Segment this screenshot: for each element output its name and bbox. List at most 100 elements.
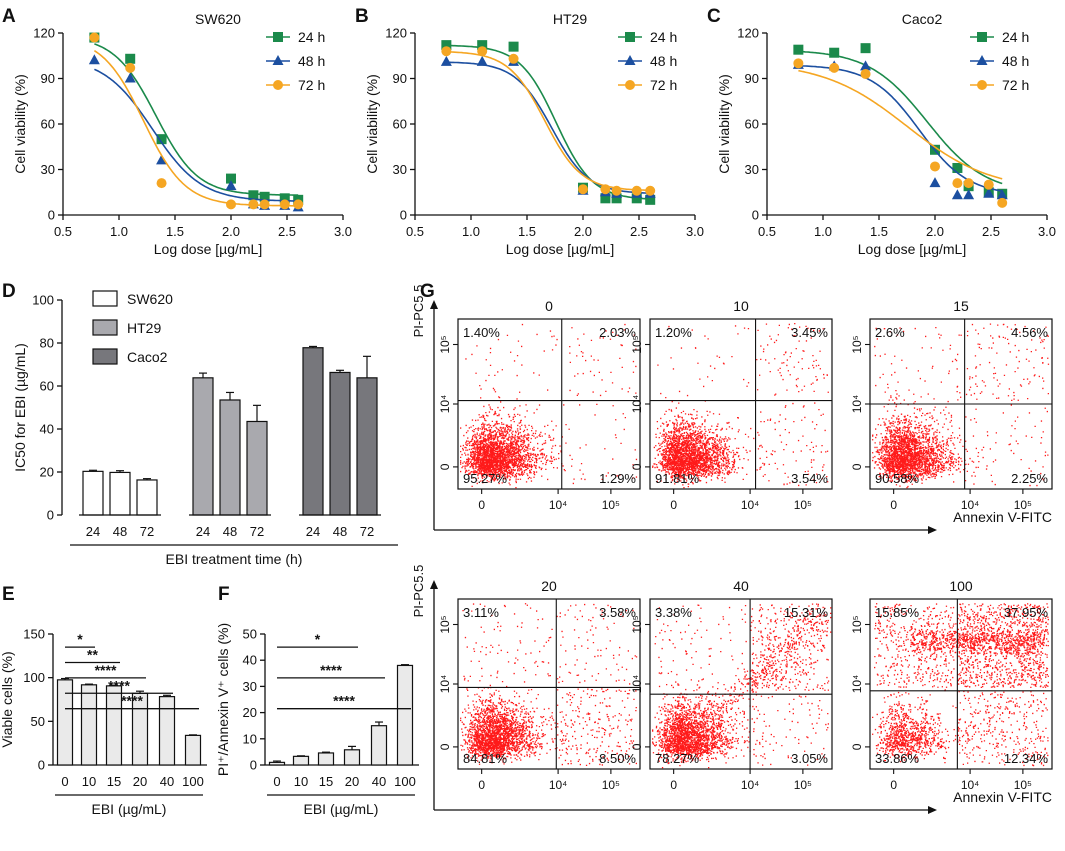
quadrant-ll-percent: 78.27% [655,751,700,766]
fit-curve-24h [798,50,1003,185]
x-tick-label: 0 [670,778,677,792]
viability-bar [317,752,335,766]
y-tick-label: 30 [393,162,407,177]
x-axis-label: Log dose [µg/mL] [506,241,614,257]
y-tick-label: 100 [32,293,54,308]
x-tick-label: 0 [478,498,485,512]
quadrant-ur-percent: 37.95% [1004,605,1049,620]
legend-marker [976,55,988,65]
data-point [951,189,963,200]
y-tick-label: 10⁵ [850,335,864,353]
x-tick-label: 10 [294,774,308,789]
x-tick-label: 10⁵ [602,778,620,792]
data-point [125,53,136,64]
ic50-bar [109,471,131,516]
y-tick-label: 40 [40,422,54,437]
data-point [829,47,840,58]
x-tick-label: 0.5 [54,224,72,239]
y-tick-label: 100 [23,670,45,685]
y-tick-label: 150 [23,627,45,642]
legend-marker [273,32,283,42]
plot-title: 15 [953,298,969,314]
quadrant-ll-percent: 84.81% [463,751,508,766]
data-point [631,185,642,196]
x-tick-label: 3.0 [334,224,352,239]
data-point [983,187,995,198]
y-tick-label: 0 [250,758,257,773]
y-tick-label: 120 [385,26,407,41]
x-axis-label: Annexin V-FITC [953,509,1052,525]
x-tick-label: 10⁴ [741,498,760,512]
x-tick-label: 10⁵ [602,498,620,512]
data-point [645,185,656,196]
x-tick-label: 1.0 [814,224,832,239]
data-point [225,180,237,191]
y-tick-label: 0 [630,463,644,470]
y-axis-label: Viable cells (%) [0,651,15,747]
legend-swatch [92,290,118,307]
data-point [952,178,963,189]
data-point [508,41,519,52]
y-tick-label: 0 [438,743,452,750]
x-tick-label: 10⁴ [741,778,760,792]
x-tick-label: 10⁴ [961,778,980,792]
legend-marker [977,32,987,42]
quadrant-ul-percent: 1.20% [655,325,692,340]
panel-letter-a: A [2,6,16,27]
y-tick-label: 60 [41,117,55,132]
data-point [508,53,519,64]
x-tick-label: 2.0 [574,224,592,239]
quadrant-ul-percent: 1.40% [463,325,500,340]
data-point [89,32,100,43]
event-dots [460,323,638,489]
panel-letter-e: E [2,584,15,605]
x-axis-label: Log dose [µg/mL] [858,241,966,257]
legend-label: 48 h [298,53,325,69]
y-tick-label: 10⁵ [438,335,452,353]
data-point [248,199,259,210]
data-point [952,162,963,173]
data-point [793,58,804,69]
x-tick-label: 2.5 [630,224,648,239]
y-axis-label: Cell viability (%) [716,74,732,174]
plot-title: 10 [733,298,749,314]
x-tick-label: 72 [360,524,374,539]
y-tick-label: 10 [243,731,257,746]
data-point [441,46,452,57]
quadrant-lr-percent: 1.29% [599,471,636,486]
y-tick-label: 0 [48,208,55,223]
x-tick-label: 0 [670,498,677,512]
legend-label: SW620 [127,291,173,307]
data-point [477,46,488,57]
panel-letter-c: C [707,6,721,27]
quadrant-ul-percent: 2.6% [875,325,905,340]
data-point [611,185,622,196]
significance-stars: **** [121,693,143,709]
data-point [860,43,871,54]
data-point [829,62,840,73]
data-point [279,193,290,204]
y-tick-label: 120 [33,26,55,41]
flow-plot-15: 15 2.6% 4.56% 90.58% 2.25% 0 0 10⁴ 10⁴ 10⁵ 10⁵ [850,298,1053,512]
data-point [860,68,871,79]
data-point [156,178,167,189]
y-tick-label: 30 [243,679,257,694]
y-tick-label: 20 [40,465,54,480]
y-tick-label: 0 [752,208,759,223]
legend-swatch [92,319,118,336]
fit-curve-48h [94,68,299,202]
viability-bar [396,664,414,766]
plot-frame [457,598,641,770]
panel-letter-d: D [2,281,16,302]
x-tick-label: 24 [306,524,320,539]
legend-label: 72 h [650,77,677,93]
panel-letter-f: F [218,584,230,605]
legend-marker [625,80,635,90]
x-tick-label: 2.5 [278,224,296,239]
x-tick-label: 100 [182,774,204,789]
plot-title: SW620 [195,11,241,27]
plot-title: Caco2 [902,11,943,27]
y-arrow-head [430,300,438,309]
y-tick-label: 60 [393,117,407,132]
data-point [293,199,304,210]
